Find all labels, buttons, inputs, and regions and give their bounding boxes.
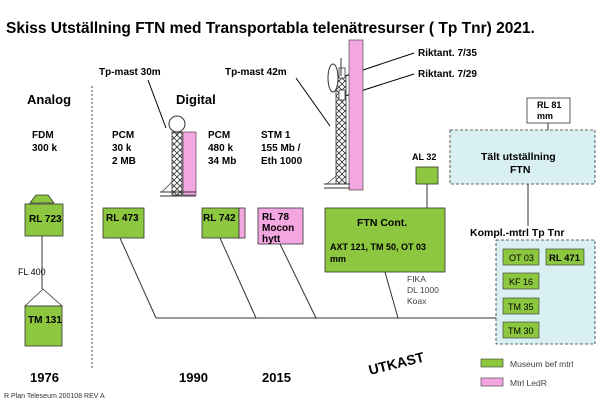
al32-label: AL 32 <box>412 152 436 162</box>
svg-text:FIKA: FIKA <box>407 274 426 284</box>
svg-text:RL 723: RL 723 <box>29 214 62 225</box>
unit-rl723: RL 723 <box>24 194 64 237</box>
kompl-title: Kompl.-mtrl Tp Tnr <box>470 227 565 239</box>
unit-ftn-cont: FTN Cont. AXT 121, TM 50, OT 03 mm <box>324 207 446 273</box>
mast-42-pointer <box>295 77 331 127</box>
svg-text:RL 81: RL 81 <box>537 100 561 110</box>
svg-text:hytt: hytt <box>262 234 281 245</box>
svg-text:300 k: 300 k <box>32 143 57 154</box>
draft-watermark: UTKAST <box>367 349 426 378</box>
legend-label-ledr: Mtrl LedR <box>510 378 547 388</box>
year-2015: 2015 <box>262 370 291 385</box>
mast-30m <box>160 115 197 197</box>
svg-text:STM 1: STM 1 <box>261 130 291 141</box>
svg-text:RL 78: RL 78 <box>262 212 289 223</box>
connection-lines <box>41 176 529 319</box>
svg-text:RL 473: RL 473 <box>106 213 139 224</box>
tech-pcm-1: PCM 30 k 2 MB <box>112 130 136 167</box>
svg-text:mm: mm <box>537 111 553 121</box>
mast-42m <box>324 39 364 191</box>
unit-tm131: TM 131 <box>23 288 64 347</box>
svg-text:FTN: FTN <box>510 164 530 176</box>
mast-42-label: Tp-mast 42m <box>225 67 287 78</box>
tent-exhibition: Tält utställning FTN <box>449 129 596 185</box>
tech-fdm: FDM 300 k <box>32 130 57 154</box>
link-fika: FIKA DL 1000 Koax <box>407 274 439 306</box>
svg-text:480 k: 480 k <box>208 143 233 154</box>
kompl-item-tm30: TM 30 <box>508 326 534 336</box>
svg-text:Tält utställning: Tält utställning <box>481 151 556 163</box>
legend-label-museum: Museum bef mtrl <box>510 359 573 369</box>
svg-text:Mocon: Mocon <box>262 223 294 234</box>
year-1990: 1990 <box>179 370 208 385</box>
unit-rl78: RL 78 Mocon hytt <box>257 207 304 245</box>
svg-text:PCM: PCM <box>208 130 230 141</box>
tech-stm: STM 1 155 Mb / Eth 1000 <box>261 130 303 167</box>
tech-pcm-2: PCM 480 k 34 Mb <box>208 130 236 167</box>
kompl-item-kf16: KF 16 <box>509 277 533 287</box>
svg-text:34 Mb: 34 Mb <box>208 156 236 167</box>
footer-note: R Plan Teleseum 200108 REV A <box>4 393 105 400</box>
year-1976: 1976 <box>30 370 59 385</box>
svg-text:mm: mm <box>330 254 346 264</box>
page-title: Skiss Utställning FTN med Transportabla … <box>6 20 535 37</box>
svg-text:155 Mb /: 155 Mb / <box>261 143 301 154</box>
unit-rl81: RL 81 mm <box>526 97 571 130</box>
section-analog: Analog <box>27 92 71 107</box>
antenna-2-label: Riktant. 7/29 <box>418 69 477 80</box>
svg-text:PCM: PCM <box>112 130 134 141</box>
kompl-item-rl471: RL 471 <box>549 253 581 264</box>
unit-al32 <box>415 166 439 185</box>
svg-text:FTN Cont.: FTN Cont. <box>357 217 407 229</box>
legend-swatch-museum <box>480 358 504 368</box>
svg-text:AXT 121, TM 50, OT 03: AXT 121, TM 50, OT 03 <box>330 242 426 252</box>
kompl-container: OT 03 RL 471 KF 16 TM 35 TM 30 <box>495 239 596 345</box>
svg-text:30 k: 30 k <box>112 143 132 154</box>
section-digital: Digital <box>176 92 216 107</box>
svg-text:FDM: FDM <box>32 130 54 141</box>
legend-swatch-ledr <box>480 377 504 387</box>
svg-text:TM 131: TM 131 <box>28 315 62 326</box>
legend: Museum bef mtrl Mtrl LedR <box>480 358 573 388</box>
kompl-item-ot03: OT 03 <box>509 253 534 263</box>
unit-rl742: RL 742 <box>201 207 246 239</box>
mast-30-label: Tp-mast 30m <box>99 67 161 78</box>
svg-text:RL 742: RL 742 <box>203 213 236 224</box>
kompl-item-tm35: TM 35 <box>508 302 534 312</box>
svg-text:Koax: Koax <box>407 296 427 306</box>
unit-rl473: RL 473 <box>102 207 145 239</box>
link-fl400: FL 400 <box>18 267 46 277</box>
svg-text:DL 1000: DL 1000 <box>407 285 439 295</box>
svg-text:2 MB: 2 MB <box>112 156 136 167</box>
antenna-1-label: Riktant. 7/35 <box>418 48 477 59</box>
svg-text:Eth 1000: Eth 1000 <box>261 156 303 167</box>
mast-30-pointer <box>147 79 167 129</box>
